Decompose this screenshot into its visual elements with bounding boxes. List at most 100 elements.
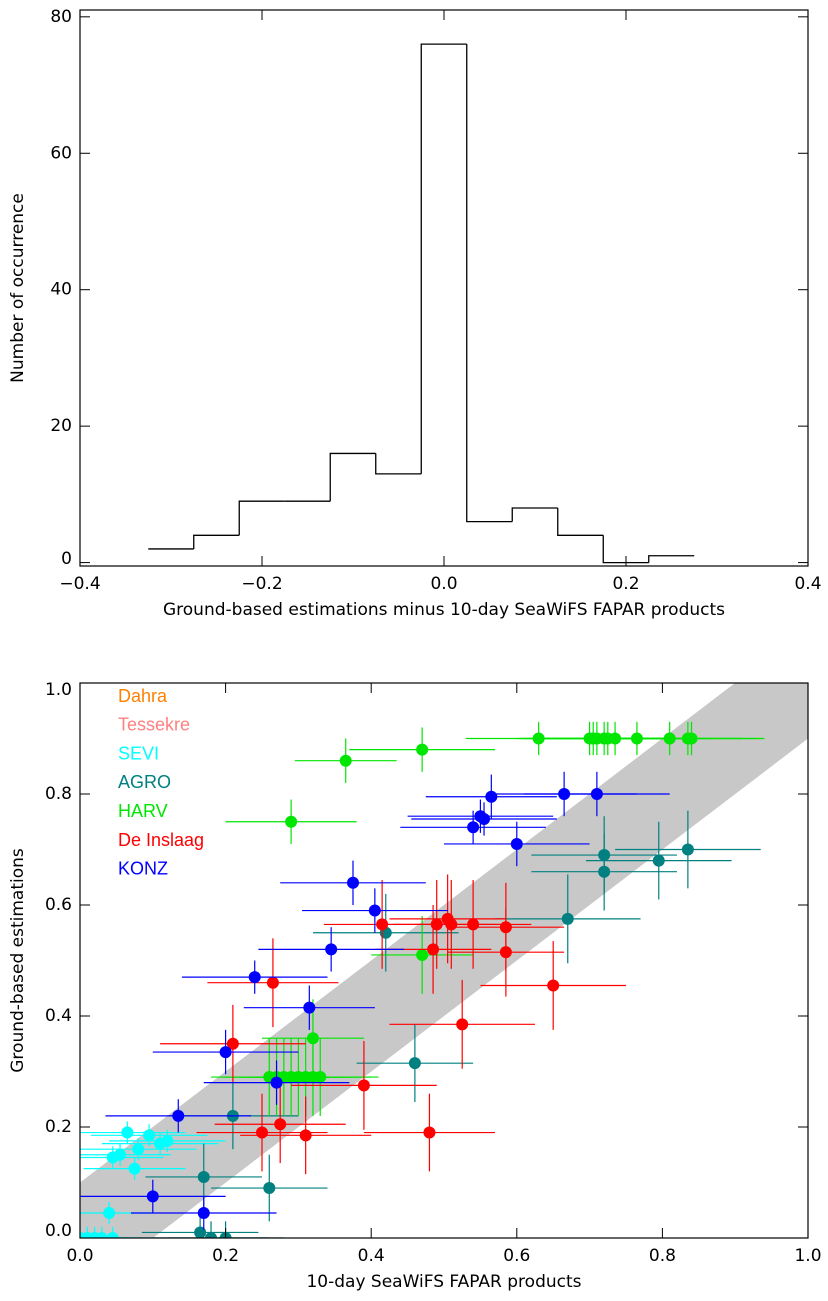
point	[652, 854, 665, 867]
point	[248, 971, 261, 984]
point	[226, 1037, 239, 1050]
point	[146, 1190, 159, 1203]
plot-frame	[79, 682, 809, 1239]
y-tick-label: 0.2	[45, 1117, 72, 1137]
point	[630, 732, 643, 745]
x-tick-label: 0.0	[430, 574, 457, 594]
y-tick-label: 20	[50, 416, 72, 436]
legend-entry: KONZ	[118, 859, 168, 879]
y-axis-label: Ground-based estimations	[8, 848, 28, 1073]
legend-entry: Tessekre	[118, 715, 190, 735]
point	[263, 1182, 276, 1195]
point	[558, 788, 571, 800]
point	[467, 918, 480, 931]
x-tick-label: 0.4	[358, 1246, 385, 1266]
histogram-bin	[375, 453, 422, 475]
point	[161, 1134, 174, 1147]
y-tick-label: 0.6	[45, 895, 72, 915]
point	[376, 918, 389, 931]
y-tick-label: 0.0	[45, 1221, 72, 1241]
y-tick-label: 1.0	[45, 680, 72, 700]
histogram-bin	[511, 507, 558, 522]
point	[445, 918, 458, 931]
point	[194, 1226, 207, 1238]
point	[408, 1057, 421, 1070]
point	[532, 732, 545, 745]
histogram-bin	[238, 500, 285, 536]
plot-frame	[79, 9, 809, 567]
point	[427, 943, 440, 956]
point	[368, 904, 381, 917]
point	[416, 948, 429, 961]
point	[681, 843, 694, 856]
point	[478, 812, 491, 825]
histogram-bin	[193, 534, 240, 549]
histogram-bin	[648, 555, 695, 563]
point	[285, 815, 298, 828]
point	[510, 837, 523, 850]
y-tick-label: 60	[50, 143, 72, 163]
point	[314, 1071, 327, 1084]
point	[609, 732, 622, 745]
point	[590, 788, 603, 800]
point	[103, 1207, 116, 1220]
x-axis-label: Ground-based estimations minus 10-day Se…	[163, 600, 725, 620]
point	[685, 732, 698, 745]
histogram-bin	[420, 43, 467, 474]
x-tick-label: 0.8	[649, 1246, 676, 1266]
point	[499, 921, 512, 934]
point	[303, 1001, 316, 1014]
legend-entry: SEVI	[118, 743, 159, 763]
y-axis-label: Number of occurrence	[8, 193, 28, 383]
point	[423, 1126, 436, 1139]
histogram-bin	[557, 508, 604, 536]
point	[499, 946, 512, 959]
point	[106, 1151, 119, 1164]
point	[266, 976, 279, 989]
point	[357, 1079, 370, 1092]
legend-entry: HARV	[118, 801, 168, 821]
point	[219, 1046, 232, 1059]
y-tick-label: 0.8	[45, 784, 72, 804]
point	[598, 865, 611, 878]
legend-entry: Dahra	[118, 686, 168, 706]
x-tick-label: −0.2	[241, 574, 282, 594]
y-tick-label: 80	[50, 7, 72, 27]
x-tick-label: 0.0	[66, 1246, 93, 1266]
x-tick-label: −0.4	[59, 574, 100, 594]
point	[197, 1207, 210, 1220]
point	[547, 979, 560, 992]
y-tick-label: 0	[61, 549, 72, 569]
x-tick-label: 0.2	[612, 574, 639, 594]
point	[270, 1076, 283, 1089]
point	[143, 1129, 156, 1142]
point	[456, 1018, 469, 1031]
point	[306, 1032, 319, 1045]
histogram-bin	[329, 452, 376, 502]
histogram-bin	[466, 44, 513, 523]
y-tick-label: 40	[50, 280, 72, 300]
point	[663, 732, 676, 745]
plot-area	[80, 721, 765, 1238]
legend-entry: De Inslaag	[118, 830, 204, 850]
point	[416, 743, 429, 756]
point	[467, 821, 480, 834]
x-tick-label: 0.6	[503, 1246, 530, 1266]
point	[339, 754, 352, 767]
point	[197, 1170, 210, 1183]
point	[430, 918, 443, 931]
x-tick-label: 0.2	[212, 1246, 239, 1266]
x-axis-label: 10-day SeaWiFS FAPAR products	[306, 1272, 581, 1292]
point	[598, 849, 611, 862]
point	[172, 1109, 185, 1122]
point	[106, 1232, 119, 1238]
point	[299, 1129, 312, 1142]
point	[205, 1232, 218, 1238]
x-tick-label: 0.4	[794, 574, 821, 594]
point	[274, 1118, 287, 1131]
point	[485, 790, 498, 803]
point	[121, 1126, 134, 1139]
point	[256, 1126, 268, 1139]
